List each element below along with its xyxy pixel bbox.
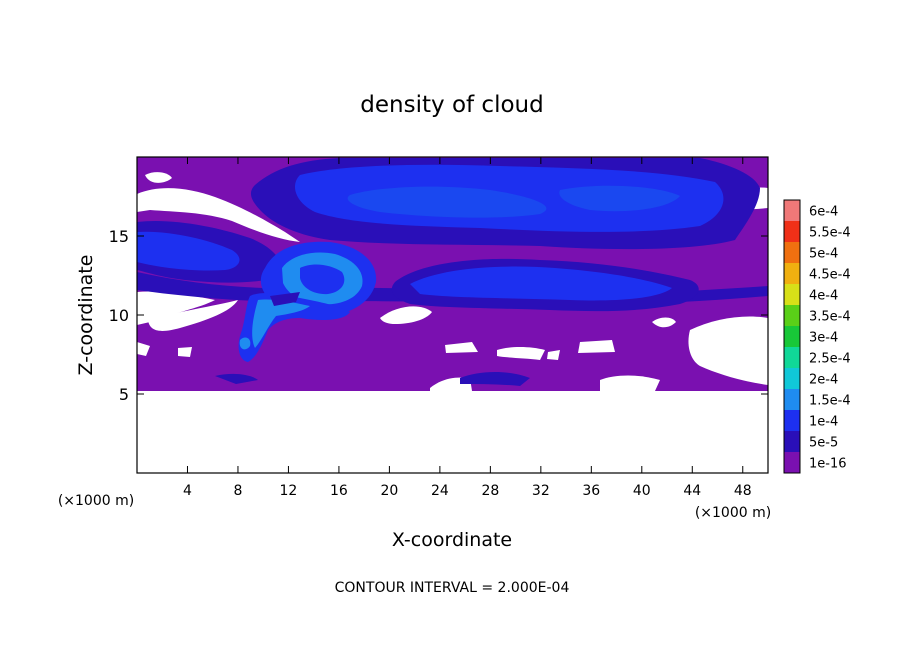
- y-tick-label: 15: [109, 227, 129, 246]
- convective-core: [238, 241, 377, 362]
- legend-label: 1e-16: [809, 457, 847, 472]
- legend-label: 2.5e-4: [809, 352, 851, 367]
- x-tick-label: 16: [330, 483, 348, 499]
- legend-swatch: [784, 326, 800, 347]
- x-unit-label-right: (×1000 m): [695, 505, 771, 521]
- legend-label: 3e-4: [809, 331, 838, 346]
- legend-swatch: [784, 305, 800, 326]
- x-tick-label: 20: [380, 483, 398, 499]
- y-tick-label: 5: [119, 385, 129, 404]
- legend-swatch: [784, 389, 800, 410]
- legend-label: 5e-4: [809, 247, 838, 262]
- legend-swatch: [784, 368, 800, 389]
- legend-swatch: [784, 242, 800, 263]
- legend-label: 5e-5: [809, 436, 838, 451]
- legend-label: 1.5e-4: [809, 394, 851, 409]
- plot-area: [137, 157, 768, 473]
- x-axis: 4 8 12 16 20 24 28 32 36 40 44 48: [183, 157, 752, 499]
- x-tick-label: 8: [233, 483, 242, 499]
- x-tick-label: 4: [183, 483, 192, 499]
- legend-label: 5.5e-4: [809, 226, 851, 241]
- x-unit-label-left: (×1000 m): [58, 493, 134, 509]
- x-tick-label: 12: [280, 483, 298, 499]
- legend-frame: [783, 199, 801, 474]
- chart-title: density of cloud: [360, 92, 543, 118]
- x-tick-label: 28: [481, 483, 499, 499]
- legend-swatch: [784, 452, 800, 473]
- y-axis: 5 10 15: [109, 227, 768, 404]
- color-legend: 1e-16 5e-5 1e-4 1.5e-4 2e-4 2.5e-4 3e-4 3.5e-4 4…: [783, 199, 851, 474]
- contour-interval-note: CONTOUR INTERVAL = 2.000E-04: [335, 580, 570, 596]
- legend-swatch: [784, 284, 800, 305]
- legend-label: 4.5e-4: [809, 268, 851, 283]
- legend-label: 6e-4: [809, 205, 838, 220]
- legend-swatch: [784, 263, 800, 284]
- legend-swatch: [784, 221, 800, 242]
- legend-swatch: [784, 410, 800, 431]
- x-tick-label: 44: [683, 483, 701, 499]
- x-tick-label: 32: [532, 483, 550, 499]
- legend-label: 4e-4: [809, 289, 838, 304]
- legend-swatch: [784, 200, 800, 221]
- x-tick-label: 40: [633, 483, 651, 499]
- x-axis-label: X-coordinate: [392, 529, 512, 551]
- x-tick-label: 36: [582, 483, 600, 499]
- legend-label: 1e-4: [809, 415, 838, 430]
- legend-label: 2e-4: [809, 373, 838, 388]
- legend-swatch: [784, 431, 800, 452]
- legend-label: 3.5e-4: [809, 310, 851, 325]
- x-tick-label: 24: [431, 483, 449, 499]
- x-tick-label: 48: [734, 483, 752, 499]
- y-axis-label: Z-coordinate: [75, 255, 97, 376]
- y-tick-label: 10: [109, 306, 129, 325]
- legend-swatch: [784, 347, 800, 368]
